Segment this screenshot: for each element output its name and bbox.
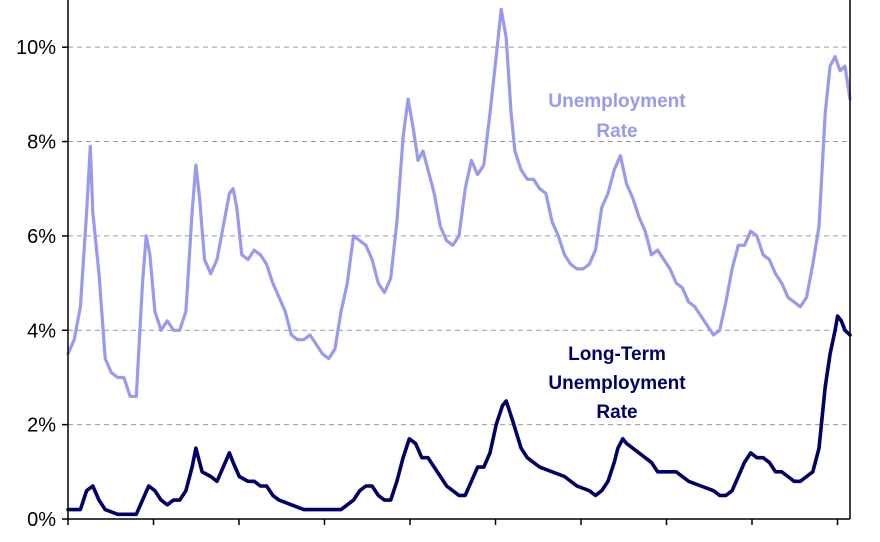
y-tick-label: 0% bbox=[27, 509, 56, 531]
y-tick-label: 8% bbox=[27, 132, 56, 154]
series-lines bbox=[66, 7, 852, 517]
y-tick-label: 4% bbox=[27, 320, 56, 342]
long-term-unemployment-line bbox=[66, 314, 852, 517]
unemployment-rate-label: Unemployment Rate bbox=[548, 91, 686, 142]
y-tick-label: 2% bbox=[27, 415, 56, 437]
y-tick-label: 6% bbox=[27, 226, 56, 248]
y-axis-ticks: 0% 2% 4% 6% 8% 10% bbox=[16, 37, 68, 531]
long-term-unemployment-label: Long-Term Unemployment Rate bbox=[548, 344, 686, 423]
x-axis-ticks bbox=[67, 519, 839, 525]
y-tick-label: 10% bbox=[16, 37, 56, 59]
unemployment-rate-line bbox=[66, 7, 852, 398]
series-labels: Unemployment Rate Long-Term Unemployment Rat… bbox=[548, 91, 686, 423]
